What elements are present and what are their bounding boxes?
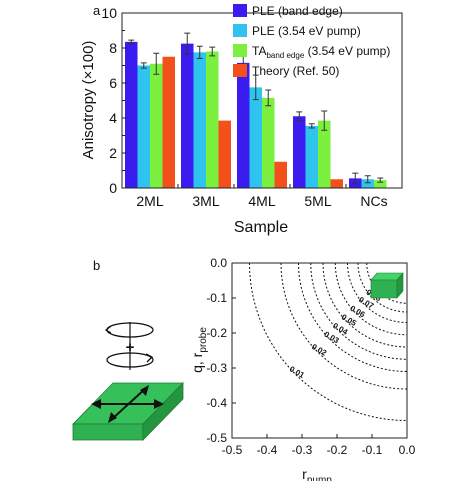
dipole-arrowhead-1b-icon [154,399,164,409]
cube-front [370,279,398,299]
legend-label-ple-band-edge: PLE (band edge) [252,4,343,18]
x-tick-label-b--0.1: -0.1 [362,443,383,457]
x-axis-label-b-sub: pump [307,475,332,481]
legend-label-theory: Theory (Ref. 50) [252,64,339,78]
bar-2ML-series-0 [125,41,138,188]
x-tick-label-NCs: NCs [360,193,387,209]
x-tick-label-5ML: 5ML [304,193,331,209]
y-tick-label-b--0.4: -0.4 [206,396,227,410]
contour-line-0.03 [298,262,408,372]
panel-a: a 0 2 4 6 8 10 2ML 3ML 4ML 5ML NCs Anisotropy (×1… [80,3,403,236]
y-axis-label-b-main: q, r [189,352,205,373]
legend-label-ta: TAband edge (3.54 eV pump) [252,44,390,60]
bar-2ML-series-1 [137,65,150,188]
legend-label-ple-pump: PLE (3.54 eV pump) [252,24,361,38]
bar-3ML-series-2 [206,51,219,188]
y-axis-ticks-b: 0.0 -0.1 -0.2 -0.3 -0.4 -0.5 [206,256,236,445]
x-axis-label-b: rpump [302,466,332,481]
nanoplatelet-slab-side [142,382,184,441]
bar-3ML-series-0 [181,43,194,188]
cube-side [396,272,404,299]
y-tick-label-b--0.2: -0.2 [206,326,227,340]
bar-2ML-series-2 [150,63,163,188]
dipole-arrow-2 [110,387,147,421]
contour-group [249,262,408,421]
contour-label-0.01: 0.01 [288,364,306,380]
bar-2ML-series-3 [162,56,175,188]
rotation-arrow-upper-icon [104,325,112,334]
y-axis-label-b-sub: probe [198,327,209,353]
plot-frame-b [231,262,408,439]
polarization-diagram: + [72,322,184,441]
legend-ta-main: TA [252,44,266,58]
panel-b: b + 0.010.020.030.040.050.060.070.080.09… [72,256,416,481]
contour-line-0.09 [366,263,408,304]
y-tick-label-2: 2 [109,145,117,161]
y-tick-label-b-0.0: 0.0 [210,256,227,270]
contour-line-0.06 [334,263,408,336]
legend-ta-sub: band edge [266,51,304,60]
bar-5ML-series-1 [305,125,318,188]
contour-line-0.04 [310,263,408,360]
x-axis-label: Sample [234,219,288,236]
panel-b-label: b [93,258,100,273]
y-axis-label-b: q, rprobe [189,327,209,373]
y-axis-label: Anisotropy (×100) [80,41,97,160]
dipole-arrowhead-2b-icon [140,385,149,396]
y-tick-label-0: 0 [109,180,117,196]
nanocube-icon [370,272,404,299]
contour-line-0.02 [280,262,408,390]
bar-group [125,41,387,188]
contour-line-0.08 [357,263,407,313]
x-tick-label-4ML: 4ML [248,193,275,209]
legend-swatch-ple-band-edge [233,4,247,17]
dipole-arrowhead-2a-icon [108,412,117,423]
panel-a-label: a [93,3,101,18]
y-tick-label-b--0.5: -0.5 [206,431,227,445]
contour-line-0.05 [322,263,407,348]
y-tick-label-8: 8 [109,40,117,56]
bar-4ML-series-2 [262,97,275,188]
bar-4ML-series-1 [249,87,262,188]
x-axis-label-b-main: r [302,466,307,481]
x-tick-label-b--0.5: -0.5 [222,443,243,457]
x-axis-ticks: 2ML 3ML 4ML 5ML NCs [121,184,388,209]
bar-4ML-series-3 [274,161,287,188]
x-tick-label-b-0.0: 0.0 [399,443,416,457]
y-tick-label-6: 6 [109,75,117,91]
bar-5ML-series-2 [318,120,331,188]
bar-NCs-series-2 [374,180,387,188]
y-axis-ticks: 0 2 4 6 8 10 [101,5,127,196]
nanoplatelet-slab-front [72,423,144,441]
dipole-arrowhead-1a-icon [91,399,101,409]
rotation-arrow-lower-icon [145,353,154,363]
contour-line-0.01 [249,262,408,421]
legend-swatch-theory [233,64,247,77]
legend-swatch-ple-pump [233,24,247,37]
y-tick-label-4: 4 [109,110,117,126]
bar-5ML-series-0 [293,116,306,188]
bar-3ML-series-1 [193,52,206,188]
y-tick-label-10: 10 [101,5,117,21]
bar-5ML-series-3 [330,179,343,188]
contour-line-0.07 [347,263,407,323]
legend: PLE (band edge) PLE (3.54 eV pump) TAban… [233,4,390,78]
bar-NCs-series-1 [361,179,374,188]
x-axis-ticks-b: -0.5 -0.4 -0.3 -0.2 -0.1 0.0 [222,434,416,457]
bar-4ML-series-0 [237,62,250,188]
x-tick-label-3ML: 3ML [192,193,219,209]
legend-swatch-ta [233,44,247,57]
y-tick-label-b--0.3: -0.3 [206,361,227,375]
x-tick-label-b--0.3: -0.3 [292,443,313,457]
bar-3ML-series-3 [218,120,231,188]
contour-label-0.02: 0.02 [310,342,328,358]
legend-ta-tail: (3.54 eV pump) [304,44,390,58]
x-tick-label-b--0.4: -0.4 [257,443,278,457]
y-tick-label-b--0.1: -0.1 [206,291,227,305]
x-tick-label-2ML: 2ML [136,193,163,209]
x-tick-label-b--0.2: -0.2 [327,443,348,457]
